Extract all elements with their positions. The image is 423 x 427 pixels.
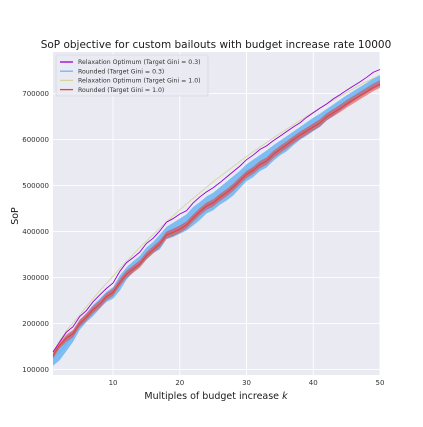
chart-title: SoP objective for custom bailouts with b… (41, 39, 392, 51)
series-0-line (52, 69, 381, 353)
y-tick-label: 600000 (22, 136, 49, 144)
x-tick-label: 40 (309, 379, 318, 387)
legend-box (55, 54, 209, 97)
x-tick-label: 10 (109, 379, 118, 387)
x-tick-label: 30 (242, 379, 251, 387)
y-tick-label: 200000 (22, 320, 49, 328)
x-tick-label: 20 (175, 379, 184, 387)
y-axis-label: SoP (10, 207, 21, 225)
plot-area (53, 52, 380, 375)
legend: Relaxation Optimum (Target Gini = 0.3) Ro… (55, 54, 209, 97)
legend-label: Relaxation Optimum (Target Gini = 1.0) (78, 78, 201, 85)
y-tick-label: 100000 (22, 366, 49, 374)
legend-label: Relaxation Optimum (Target Gini = 0.3) (78, 59, 201, 66)
x-axis-label: Multiples of budget increase k (144, 391, 288, 402)
y-tick-label: 400000 (22, 228, 49, 236)
series-3-line (52, 83, 381, 356)
x-axis-label-text: Multiples of budget increase (144, 391, 282, 402)
legend-label: Rounded (Target Gini = 0.3) (78, 68, 164, 75)
y-tick-label: 700000 (22, 90, 49, 98)
x-tick-label: 50 (376, 379, 385, 387)
y-tick-label: 300000 (22, 274, 49, 282)
y-tick-label: 500000 (22, 182, 49, 190)
legend-label: Rounded (Target Gini = 1.0) (78, 87, 164, 94)
x-axis-label-variable: k (282, 391, 288, 402)
